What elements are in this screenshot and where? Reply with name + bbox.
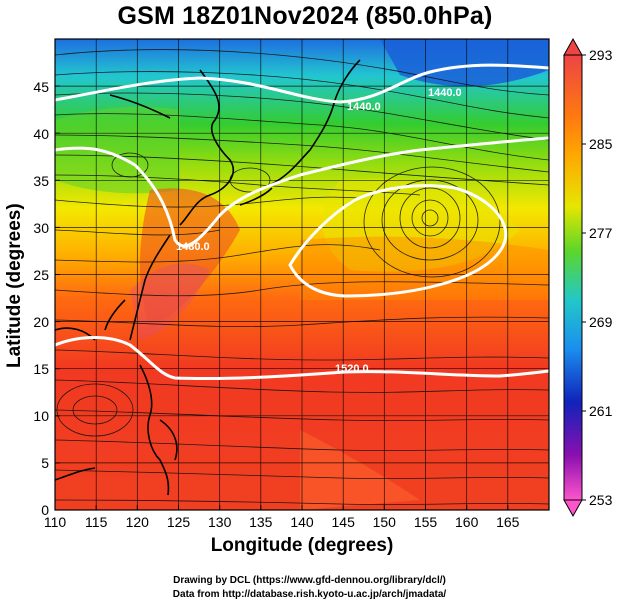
credit-drawing: Drawing by DCL (https://www.gfd-dennou.o… bbox=[173, 575, 446, 586]
y-tick-label: 20 bbox=[33, 314, 49, 330]
y-axis: 0 5 10 15 20 25 30 35 40 45 bbox=[33, 79, 60, 518]
colorbar-top-arrow bbox=[563, 37, 583, 56]
contour-label: 1440.0 bbox=[347, 101, 381, 113]
grid-lines bbox=[55, 39, 549, 510]
y-tick-label: 15 bbox=[33, 361, 49, 377]
contour-label: 1440.0 bbox=[428, 87, 462, 99]
y-tick-label: 10 bbox=[33, 408, 49, 424]
y-tick-label: 25 bbox=[33, 267, 49, 283]
colorbar: 293 285 277 269 261 253 bbox=[563, 37, 613, 518]
x-tick-label: 160 bbox=[455, 514, 479, 530]
y-tick-label: 30 bbox=[33, 220, 49, 236]
x-tick-label: 155 bbox=[414, 514, 438, 530]
colorbar-tick-label: 253 bbox=[589, 492, 613, 508]
colorbar-tick-label: 269 bbox=[589, 314, 613, 330]
x-tick-label: 130 bbox=[208, 514, 232, 530]
colorbar-tick-label: 261 bbox=[589, 403, 613, 419]
x-tick-label: 120 bbox=[126, 514, 150, 530]
height-contours bbox=[55, 63, 549, 381]
y-tick-label: 40 bbox=[33, 126, 49, 142]
y-tick-label: 35 bbox=[33, 173, 49, 189]
x-axis-label: Longitude (degrees) bbox=[210, 535, 394, 556]
contour-label: 1480.0 bbox=[176, 241, 210, 253]
colorbar-tick-label: 277 bbox=[589, 225, 613, 241]
x-tick-label: 125 bbox=[167, 514, 191, 530]
credit-data: Data from http://database.rish.kyoto-u.a… bbox=[172, 589, 447, 600]
x-tick-label: 115 bbox=[85, 514, 108, 530]
x-tick-label: 150 bbox=[373, 514, 397, 530]
colorbar-tick-label: 285 bbox=[589, 136, 613, 152]
y-tick-label: 45 bbox=[33, 79, 49, 95]
chart-title: GSM 18Z01Nov2024 (850.0hPa) bbox=[117, 2, 493, 30]
x-tick-label: 140 bbox=[290, 514, 314, 530]
x-tick-label: 110 bbox=[44, 514, 67, 530]
x-tick-label: 145 bbox=[332, 514, 356, 530]
colorbar-bottom-arrow bbox=[563, 499, 583, 518]
x-tick-label: 165 bbox=[496, 514, 520, 530]
x-tick-label: 135 bbox=[249, 514, 273, 530]
plot-area: 1440.0 1440.0 1480.0 1520.0 bbox=[55, 39, 549, 510]
contour-label: 1520.0 bbox=[335, 363, 369, 375]
y-tick-label: 0 bbox=[41, 502, 49, 518]
colorbar-tick-label: 293 bbox=[589, 47, 613, 63]
y-tick-label: 5 bbox=[41, 455, 49, 471]
y-axis-label: Latitude (degrees) bbox=[4, 203, 25, 368]
x-axis: 110 115 120 125 130 135 140 145 150 155 … bbox=[44, 505, 520, 530]
